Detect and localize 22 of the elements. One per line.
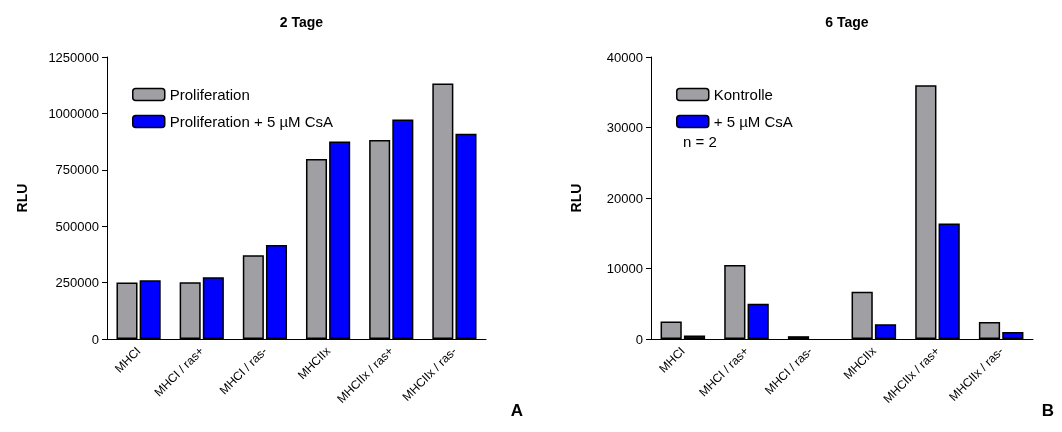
y-tick-label: 750000 bbox=[55, 162, 99, 178]
chart-title: 2 Tage bbox=[279, 14, 324, 30]
legend-label: Proliferation + 5 µM CsA bbox=[169, 113, 334, 130]
y-axis-title: RLU bbox=[568, 183, 584, 213]
chart-title: 6 Tage bbox=[825, 14, 869, 30]
y-axis-title: RLU bbox=[14, 183, 30, 213]
y-tick-label: 0 bbox=[91, 331, 99, 347]
y-tick-label: 10000 bbox=[606, 261, 643, 276]
text: A bbox=[510, 401, 523, 420]
y-tick-label: 500000 bbox=[55, 218, 99, 234]
annotation: n = 2 bbox=[683, 133, 717, 150]
legend-label: + 5 µM CsA bbox=[713, 113, 793, 130]
y-tick-label: 40000 bbox=[606, 49, 643, 65]
text: B bbox=[1041, 401, 1054, 420]
y-tick-label: 20000 bbox=[606, 190, 643, 206]
y-tick-label: 30000 bbox=[606, 120, 643, 135]
legend-label: Proliferation bbox=[169, 86, 250, 103]
y-tick-label: 1250000 bbox=[48, 49, 99, 65]
y-tick-label: 1000000 bbox=[48, 105, 99, 121]
y-tick-label: 0 bbox=[635, 331, 643, 347]
y-tick-label: 250000 bbox=[55, 275, 99, 291]
legend-label: Kontrolle bbox=[713, 86, 773, 103]
